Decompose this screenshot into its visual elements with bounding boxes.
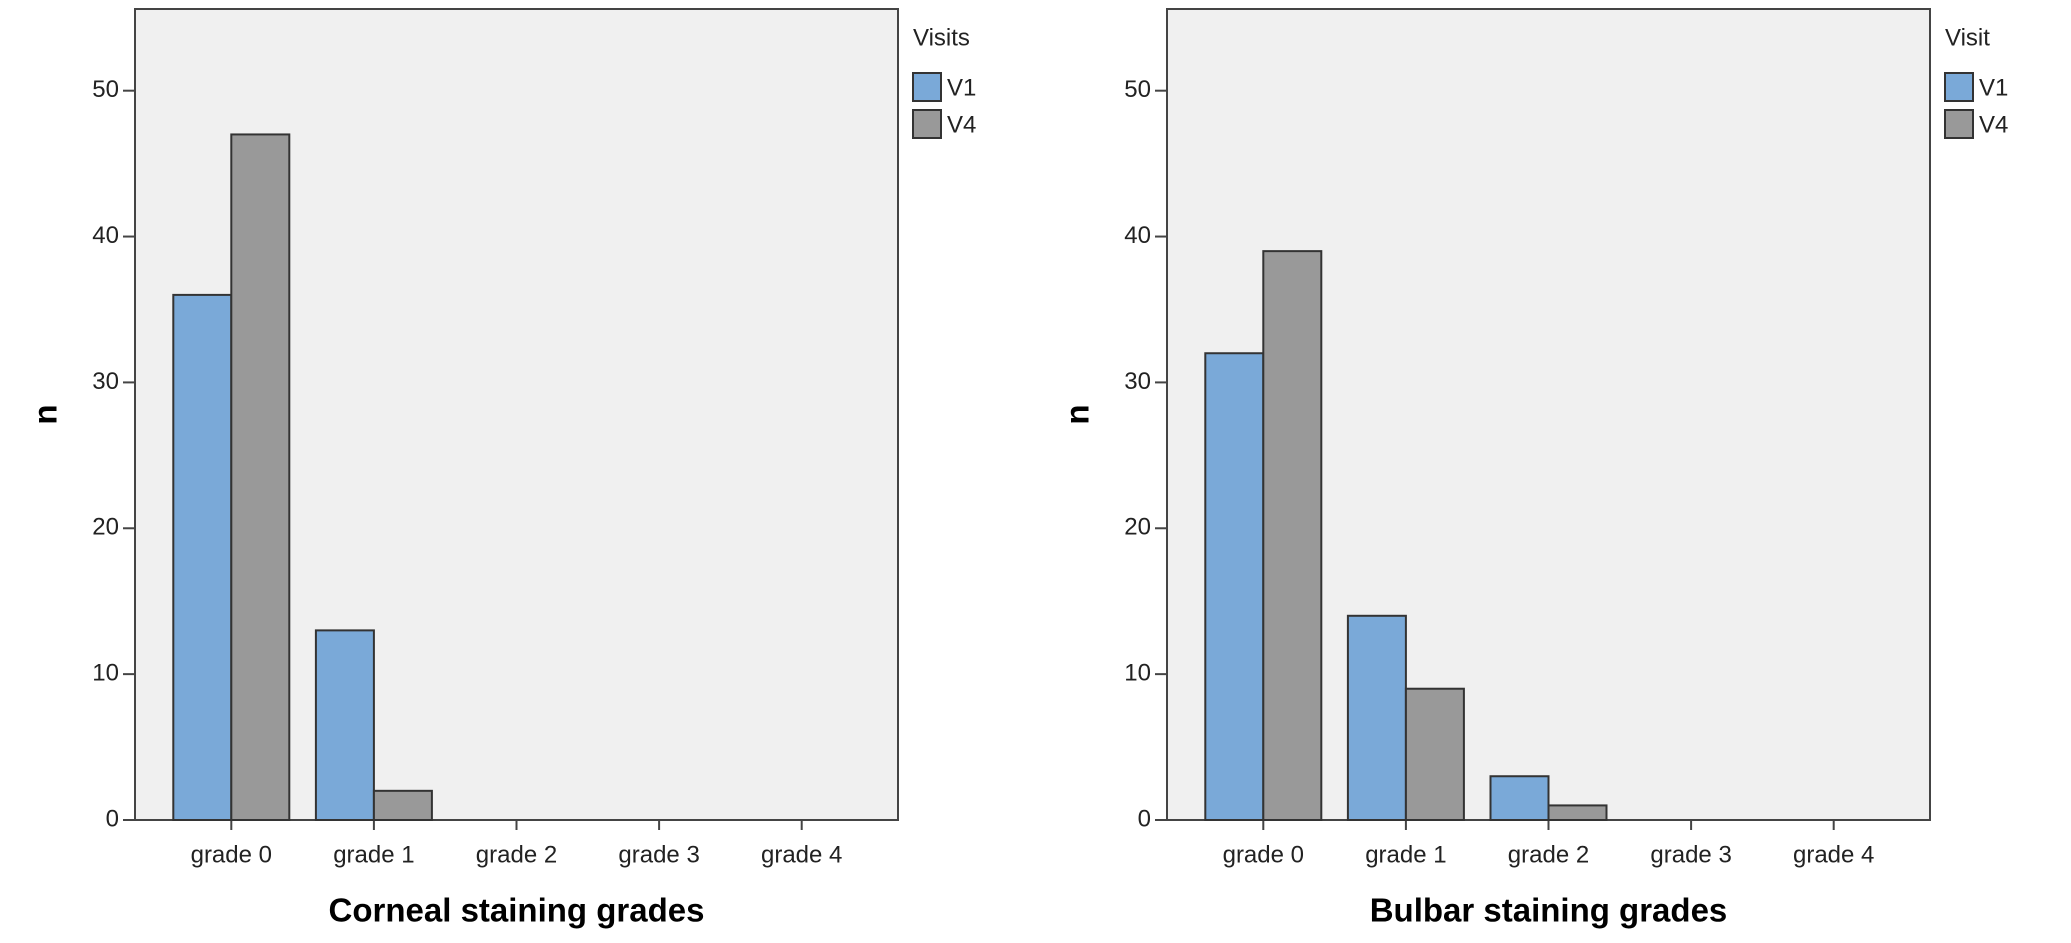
bar xyxy=(172,293,233,821)
y-tick-label: 40 xyxy=(92,222,119,249)
legend-label: V4 xyxy=(1979,111,2008,138)
bar xyxy=(230,133,291,821)
x-tick-label: grade 4 xyxy=(761,841,842,868)
legend-swatch xyxy=(912,72,942,102)
x-tick-label: grade 3 xyxy=(618,841,699,868)
y-axis-title: n xyxy=(27,404,64,424)
bar xyxy=(372,789,433,821)
legend-swatch xyxy=(1944,109,1974,139)
y-tick-label: 20 xyxy=(92,514,119,541)
legend-swatch xyxy=(912,109,942,139)
x-tick-label: grade 2 xyxy=(476,841,557,868)
y-tick-label: 10 xyxy=(92,659,119,686)
y-tick-label: 50 xyxy=(92,76,119,103)
x-tick-label: grade 1 xyxy=(333,841,414,868)
y-tick-label: 30 xyxy=(1124,368,1151,395)
bar xyxy=(314,629,375,821)
x-tick-label: grade 2 xyxy=(1508,841,1589,868)
legend-title: Visit xyxy=(1945,24,1990,51)
bar xyxy=(1346,614,1407,822)
y-tick-label: 0 xyxy=(106,805,119,832)
legend-title: Visits xyxy=(913,24,970,51)
x-axis-title: Bulbar staining grades xyxy=(1370,892,1728,929)
y-axis-title: n xyxy=(1059,404,1096,424)
y-tick-label: 50 xyxy=(1124,76,1151,103)
y-tick-label: 40 xyxy=(1124,222,1151,249)
x-axis-title: Corneal staining grades xyxy=(329,892,705,929)
x-tick-label: grade 3 xyxy=(1650,841,1731,868)
x-tick-label: grade 0 xyxy=(1223,841,1304,868)
x-tick-label: grade 0 xyxy=(191,841,272,868)
legend-label: V1 xyxy=(1979,74,2008,101)
y-tick-label: 0 xyxy=(1138,805,1151,832)
legend-label: V1 xyxy=(947,74,976,101)
legend-label: V4 xyxy=(947,111,976,138)
bar xyxy=(1547,804,1608,822)
x-tick-label: grade 1 xyxy=(1365,841,1446,868)
y-tick-label: 10 xyxy=(1124,659,1151,686)
bar xyxy=(1404,687,1465,821)
x-tick-label: grade 4 xyxy=(1793,841,1874,868)
legend-swatch xyxy=(1944,72,1974,102)
y-tick-label: 30 xyxy=(92,368,119,395)
bar xyxy=(1489,775,1550,822)
y-tick-label: 20 xyxy=(1124,514,1151,541)
bar xyxy=(1262,250,1323,821)
bar xyxy=(1204,352,1265,821)
